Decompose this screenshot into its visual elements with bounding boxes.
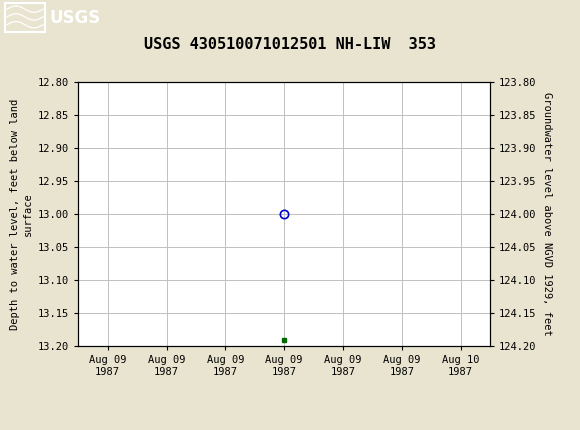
Bar: [5, 3, 45, 32]
Text: USGS: USGS: [49, 9, 100, 27]
Y-axis label: Depth to water level, feet below land
surface: Depth to water level, feet below land su…: [10, 98, 32, 329]
Text: USGS 430510071012501 NH-LIW  353: USGS 430510071012501 NH-LIW 353: [144, 37, 436, 52]
Y-axis label: Groundwater level above NGVD 1929, feet: Groundwater level above NGVD 1929, feet: [542, 92, 552, 336]
